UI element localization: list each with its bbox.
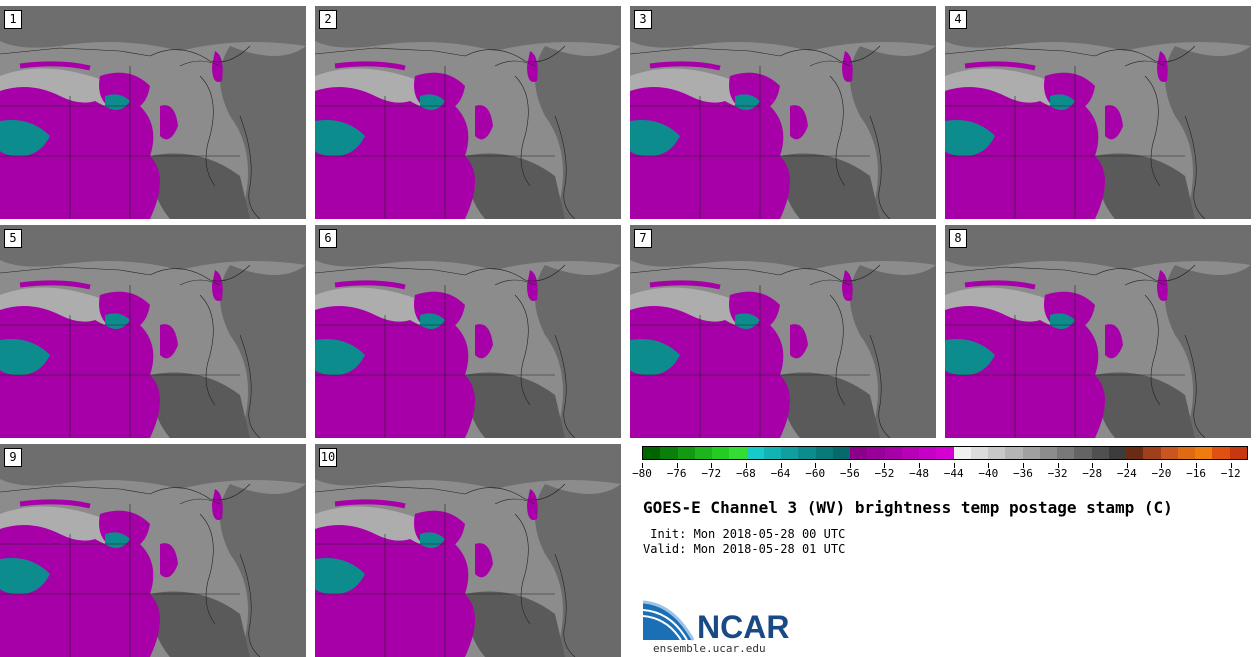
colorbar-tick-label: −36 [1012,467,1033,480]
colorbar-segment [970,447,988,459]
map-panel-2: 2 [315,6,621,219]
colorbar-tick [919,463,921,468]
colorbar-tick [1022,463,1024,468]
colorbar-segment [1177,447,1195,459]
colorbar-segment [1005,447,1023,459]
colorbar-segment [1022,447,1040,459]
colorbar-tick [953,463,955,468]
colorbar-segment [1091,447,1109,459]
colorbar-tick [988,463,990,468]
panel-number: 8 [949,229,967,248]
colorbar-segment [660,447,678,459]
colorbar [642,446,1248,460]
logo-url: ensemble.ucar.edu [653,642,766,655]
logo-text: NCAR [697,609,789,645]
colorbar-tick [1057,463,1059,468]
colorbar-tick [1161,463,1163,468]
colorbar-tick [780,463,782,468]
map-panel-6: 6 [315,225,621,438]
colorbar-tick-label: −44 [943,467,964,480]
panel-number: 5 [4,229,22,248]
colorbar-segment [832,447,850,459]
map-panel-8: 8 [945,225,1251,438]
colorbar-segment [884,447,902,459]
colorbar-labels: −80 −76 −72 −68 −64 −60 −56 −52 −48 −44 −40 −36 −32 −… [632,463,1248,480]
panel-number: 4 [949,10,967,29]
page-title: GOES-E Channel 3 (WV) brightness temp po… [643,498,1173,517]
colorbar-tick-label: −60 [805,467,826,480]
panel-number: 3 [634,10,652,29]
colorbar-segment [1195,447,1213,459]
colorbar-segment [798,447,816,459]
colorbar-tick-label: −64 [770,467,791,480]
map-panel-3: 3 [630,6,936,219]
colorbar-segment [1229,447,1247,459]
colorbar-tick [642,463,643,468]
panel-number: 6 [319,229,337,248]
colorbar-tick [849,463,851,468]
colorbar-tick [676,463,678,468]
map-panel-7: 7 [630,225,936,438]
init-time: Init: Mon 2018-05-28 00 UTC [643,527,846,541]
colorbar-tick [711,463,713,468]
colorbar-tick-label: −52 [874,467,895,480]
colorbar-tick-label: −12 [1220,467,1241,480]
colorbar-tick [745,463,747,468]
colorbar-segment [815,447,833,459]
colorbar-segment [1108,447,1126,459]
map-panel-10: 10 [315,444,621,657]
colorbar-tick-label: −24 [1116,467,1137,480]
map-panel-9: 9 [0,444,306,657]
colorbar-tick-label: −28 [1082,467,1103,480]
colorbar-segment [1074,447,1092,459]
colorbar-segment [988,447,1006,459]
colorbar-tick-label: −32 [1047,467,1068,480]
panel-number: 1 [4,10,22,29]
colorbar-segment [1126,447,1144,459]
colorbar-segment [953,447,971,459]
colorbar-tick-label: −40 [978,467,999,480]
panel-number: 7 [634,229,652,248]
colorbar-segment [729,447,747,459]
colorbar-tick [1126,463,1128,468]
panel-number: 2 [319,10,337,29]
colorbar-segment [1039,447,1057,459]
colorbar-segment [1057,447,1075,459]
panel-number: 9 [4,448,22,467]
colorbar-tick-label: −76 [666,467,687,480]
colorbar-tick [1230,463,1232,468]
colorbar-segment [901,447,919,459]
colorbar-segment [867,447,885,459]
colorbar-segment [936,447,954,459]
colorbar-tick-label: −72 [701,467,722,480]
panel-number: 10 [319,448,337,467]
colorbar-tick-label: −16 [1186,467,1206,480]
colorbar-segment [763,447,781,459]
colorbar-segment [1143,447,1161,459]
colorbar-segment [712,447,730,459]
colorbar-tick-label: −80 [632,467,652,480]
valid-time: Valid: Mon 2018-05-28 01 UTC [643,542,846,556]
colorbar-segment [781,447,799,459]
map-panel-5: 5 [0,225,306,438]
colorbar-segment [694,447,712,459]
ncar-logo: NCAR [642,600,803,645]
colorbar-segment [1212,447,1230,459]
colorbar-segment [746,447,764,459]
colorbar-tick [815,463,817,468]
colorbar-tick [1196,463,1198,468]
colorbar-segment [643,447,661,459]
map-panel-1: 1 [0,6,306,219]
colorbar-tick [1092,463,1094,468]
colorbar-segment [919,447,937,459]
colorbar-tick-label: −56 [839,467,860,480]
colorbar-segment [677,447,695,459]
colorbar-segment [1160,447,1178,459]
colorbar-tick-label: −68 [735,467,756,480]
map-panel-4: 4 [945,6,1251,219]
colorbar-tick-label: −48 [909,467,929,480]
colorbar-tick [884,463,886,468]
colorbar-tick-label: −20 [1151,467,1172,480]
colorbar-segment [850,447,868,459]
